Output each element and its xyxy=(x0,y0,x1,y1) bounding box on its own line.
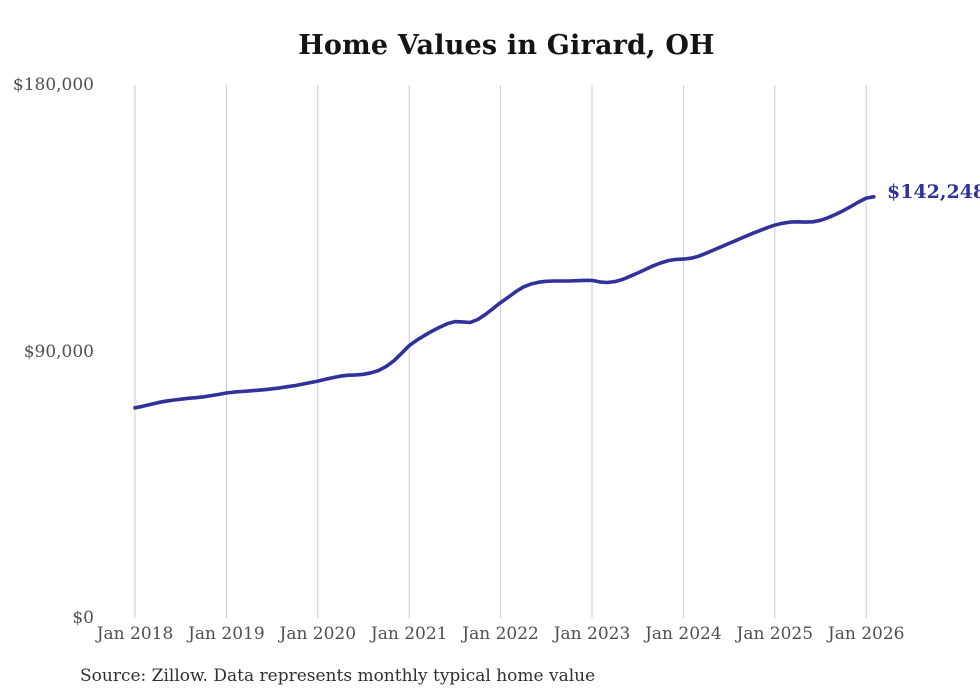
y-tick-label: $90,000 xyxy=(23,341,94,362)
chart-title: Home Values in Girard, OH xyxy=(298,30,715,61)
x-tick-label: Jan 2023 xyxy=(553,624,631,644)
y-tick-label: $0 xyxy=(72,608,94,628)
latest-value-label: $142,248 xyxy=(887,181,980,203)
x-tick-label: Jan 2019 xyxy=(188,624,265,644)
home-value-line xyxy=(133,195,876,410)
x-tick-label: Jan 2024 xyxy=(645,624,722,644)
x-tick-label: Jan 2021 xyxy=(370,624,448,644)
y-tick-label: $180,000 xyxy=(12,75,94,95)
vertical-gridlines xyxy=(134,85,867,618)
source-note: Source: Zillow. Data represents monthly … xyxy=(80,666,596,686)
x-tick-label: Jan 2018 xyxy=(96,624,174,644)
x-tick-label: Jan 2026 xyxy=(827,624,905,644)
x-tick-label: Jan 2022 xyxy=(462,624,539,644)
x-tick-label: Jan 2020 xyxy=(279,624,357,644)
x-tick-label: Jan 2025 xyxy=(736,624,814,644)
